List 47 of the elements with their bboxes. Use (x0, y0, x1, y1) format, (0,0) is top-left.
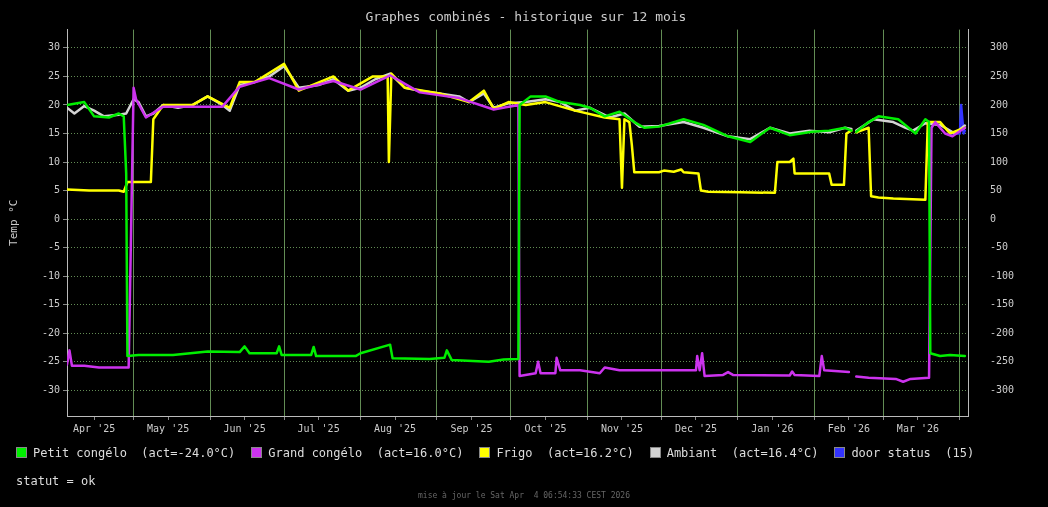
y-tick-label: 25 (47, 70, 60, 81)
y-tick-label: 0 (53, 212, 60, 224)
y-tick-label: -25 (41, 355, 60, 367)
y-tick-label: -5 (47, 241, 60, 253)
y-tick-label: -20 (41, 326, 60, 338)
y-tick-label: 20 (47, 98, 60, 110)
y2-tick-label: 150 (990, 127, 1009, 139)
y2-tick-label: -150 (990, 298, 1015, 310)
x-tick-label: Sep '25 (450, 422, 493, 434)
legend-label: Petit congélo (act=-24.0°C) (33, 446, 236, 460)
y2-tick-label: -300 (990, 383, 1015, 395)
x-tick-label: Oct '25 (524, 422, 567, 434)
y2-tick-label: 0 (990, 212, 997, 224)
x-tick-label: Mar '26 (896, 422, 940, 434)
legend-label: door status (15) (851, 446, 975, 460)
x-tick-label: Feb '26 (827, 422, 870, 434)
x-tick-label: Apr '25 (73, 422, 116, 434)
y2-tick-label: 50 (990, 184, 1003, 196)
y-tick-label: 10 (47, 155, 60, 167)
y2-tick-label: -50 (990, 241, 1009, 253)
x-tick-label: Nov '25 (600, 422, 644, 434)
y2-tick-label: 200 (990, 98, 1009, 110)
y2-tick-label: -100 (990, 269, 1015, 281)
y-tick-label: -15 (41, 298, 60, 310)
chart-title: Graphes combinés - historique sur 12 mois (365, 9, 687, 25)
x-tick-label: Dec '25 (674, 422, 718, 434)
y-tick-label: -10 (41, 269, 60, 281)
y2-tick-label: -200 (990, 326, 1015, 338)
x-tick-label: May '25 (147, 422, 190, 434)
y2-tick-label: 250 (990, 70, 1009, 81)
y2-tick-label: -250 (990, 355, 1015, 367)
text: statut = ok (16, 474, 96, 488)
y2-tick-label: 100 (990, 155, 1009, 167)
x-tick-label: Jun '25 (223, 422, 266, 434)
x-tick-label: Jul '25 (297, 422, 340, 434)
y-axis-title: Temp °C (7, 199, 21, 246)
y-tick-label: 15 (47, 127, 60, 139)
x-tick-label: Jan '26 (751, 422, 794, 434)
y-tick-label: -30 (41, 383, 60, 395)
legend-label: Grand congélo (act=16.0°C) (268, 446, 464, 460)
legend-label: Frigo (act=16.2°C) (496, 446, 634, 460)
legend-label: Ambiant (act=16.4°C) (666, 446, 819, 460)
x-tick-label: Aug '25 (373, 422, 417, 434)
y2-tick-label: 300 (990, 41, 1009, 53)
y-tick-label: 30 (47, 41, 60, 53)
text: mise à jour le Sat Apr 4 06:54:33 CEST 2026 (417, 491, 631, 500)
y-tick-label: 5 (53, 184, 60, 196)
